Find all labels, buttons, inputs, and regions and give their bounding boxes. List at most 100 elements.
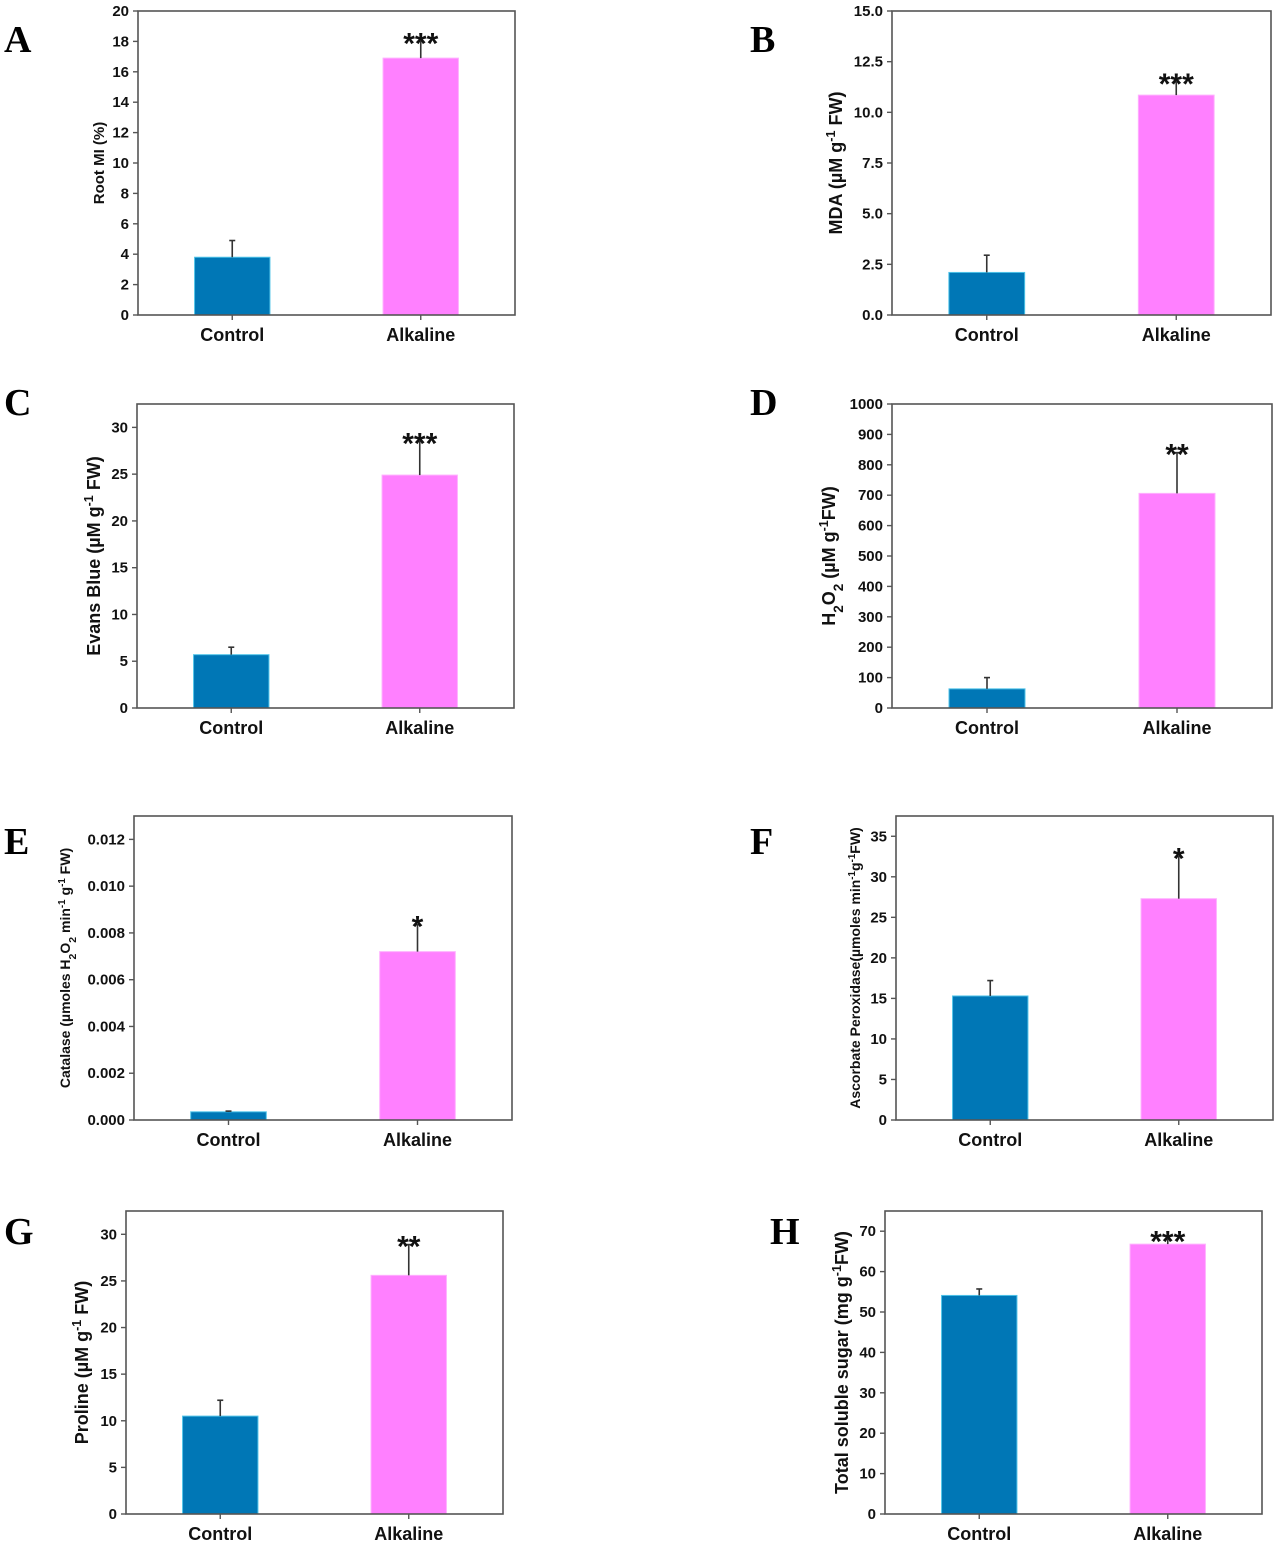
y-tick-label: 25 — [111, 466, 128, 483]
plot-frame — [895, 815, 1274, 1121]
y-tick-label: 0 — [875, 700, 883, 717]
y-tick-label: 5 — [879, 1071, 887, 1088]
y-tick-label: 400 — [858, 578, 883, 595]
bar-control — [948, 688, 1026, 709]
y-tick-label: 0.010 — [87, 878, 125, 895]
y-tick-label: 0 — [120, 700, 128, 717]
significance-marker: *** — [402, 427, 437, 460]
y-tick-label: 15 — [870, 990, 887, 1007]
chart-panel-b: B Control *** Alkaline 0.0 2.5 5.0 7.5 10.0 12.5 1… — [750, 3, 1272, 345]
panel-letter: A — [4, 19, 32, 61]
significance-marker: *** — [403, 27, 438, 60]
chart-panel-e: E Control * Alkaline 0.000 0.002 0.004 0.006 0.0… — [4, 815, 513, 1150]
y-tick-label: 15.0 — [854, 3, 883, 20]
y-tick-label: 7.5 — [862, 155, 883, 172]
plot-frame — [136, 403, 515, 709]
y-tick-label: 0.0 — [862, 307, 883, 324]
y-tick-label: 30 — [859, 1385, 876, 1402]
chart-panel-g: G Control ** Alkaline 0 5 10 15 20 25 30 Proline (µ… — [4, 1210, 504, 1544]
bar-alkaline — [370, 1274, 447, 1515]
bar-control — [941, 1294, 1018, 1515]
y-tick-label: 10 — [870, 1031, 887, 1048]
y-tick-label: 12 — [112, 125, 129, 142]
y-axis-title: Total soluble sugar (mg g-1FW) — [830, 1231, 852, 1494]
bar-control — [182, 1415, 259, 1515]
y-tick-label: 60 — [859, 1264, 876, 1281]
x-tick-label: Alkaline — [1133, 1524, 1202, 1544]
y-tick-label: 20 — [112, 3, 129, 20]
bar-control — [952, 995, 1029, 1121]
y-tick-label: 0 — [868, 1506, 876, 1523]
y-axis-title: Ascorbate Peroxidase(µmoles min-1g-1FW) — [847, 827, 864, 1108]
y-tick-label: 0 — [121, 307, 129, 324]
panel-letter: F — [750, 821, 773, 863]
plot-frame — [125, 1210, 504, 1515]
x-tick-label: Control — [199, 718, 263, 738]
x-tick-label: Alkaline — [1142, 325, 1211, 345]
bar-alkaline — [1129, 1243, 1206, 1515]
y-tick-label: 0.002 — [87, 1065, 125, 1082]
x-tick-label: Alkaline — [383, 1130, 452, 1150]
y-tick-label: 0.008 — [87, 925, 125, 942]
chart-panel-d: D Control ** Alkaline 0 100 200 300 400 500 600 700… — [750, 382, 1273, 738]
y-tick-label: 300 — [858, 609, 883, 626]
y-tick-label: 70 — [859, 1223, 876, 1240]
x-tick-label: Control — [958, 1130, 1022, 1150]
y-tick-label: 30 — [111, 419, 128, 436]
x-tick-label: Alkaline — [386, 325, 455, 345]
chart-panel-a: A Control *** Alkaline 0 2 4 6 8 10 12 14 16 18 20 Root… — [4, 3, 516, 345]
y-tick-label: 0.006 — [87, 972, 125, 989]
y-tick-label: 900 — [858, 426, 883, 443]
y-tick-label: 12.5 — [854, 54, 883, 71]
chart-panel-f: F Control * Alkaline 0 5 10 15 20 25 30 35 Ascorbate… — [750, 815, 1274, 1150]
y-tick-label: 50 — [859, 1304, 876, 1321]
panel-letter: E — [4, 821, 29, 863]
plot-frame — [133, 815, 513, 1121]
y-tick-label: 25 — [870, 909, 887, 926]
y-tick-label: 0.004 — [87, 1018, 125, 1035]
significance-marker: * — [1173, 843, 1185, 876]
x-tick-label: Control — [197, 1130, 261, 1150]
y-axis-title: Catalase (µmoles H2O2 min-1 g-1 FW) — [57, 848, 80, 1088]
y-tick-label: 700 — [858, 487, 883, 504]
y-axis-title: MDA (µM g-1 FW) — [824, 92, 846, 235]
y-tick-label: 0.012 — [87, 831, 125, 848]
chart-panel-c: C Control *** Alkaline 0 5 10 15 20 25 30 Evans Blu… — [4, 382, 515, 738]
bar-alkaline — [1137, 94, 1215, 316]
significance-marker: ** — [397, 1231, 421, 1264]
panel-letter: H — [770, 1211, 800, 1253]
bar-alkaline — [379, 951, 456, 1121]
x-tick-label: Alkaline — [374, 1524, 443, 1544]
y-tick-label: 10 — [100, 1413, 117, 1430]
panel-letter: G — [4, 1211, 34, 1253]
panel-letter: B — [750, 19, 775, 61]
y-tick-label: 0 — [879, 1112, 887, 1129]
bar-alkaline — [1140, 898, 1217, 1121]
y-tick-label: 20 — [100, 1320, 117, 1337]
plot-frame — [884, 1210, 1263, 1515]
bar-control — [194, 256, 271, 316]
x-tick-label: Control — [947, 1524, 1011, 1544]
y-tick-label: 10.0 — [854, 104, 883, 121]
bar-control — [193, 654, 270, 709]
y-axis-title: H2O2 (µM g-1FW) — [817, 486, 846, 626]
bar-alkaline — [382, 57, 459, 316]
x-tick-label: Alkaline — [1144, 1130, 1213, 1150]
bar-control — [190, 1111, 267, 1121]
bar-alkaline — [381, 474, 458, 709]
y-tick-label: 2.5 — [862, 256, 883, 273]
significance-marker: *** — [1150, 1225, 1185, 1258]
chart-panel-h: H Control *** Alkaline 0 10 20 30 40 50 60 70 Total … — [770, 1210, 1263, 1544]
x-tick-label: Control — [200, 325, 264, 345]
y-tick-label: 20 — [111, 513, 128, 530]
y-tick-label: 5 — [109, 1459, 117, 1476]
y-tick-label: 30 — [100, 1226, 117, 1243]
y-tick-label: 10 — [859, 1466, 876, 1483]
x-tick-label: Alkaline — [1142, 718, 1211, 738]
x-tick-label: Control — [188, 1524, 252, 1544]
y-tick-label: 18 — [112, 33, 129, 50]
y-tick-label: 35 — [870, 828, 887, 845]
y-tick-label: 16 — [112, 64, 129, 81]
bar-control — [948, 271, 1026, 316]
